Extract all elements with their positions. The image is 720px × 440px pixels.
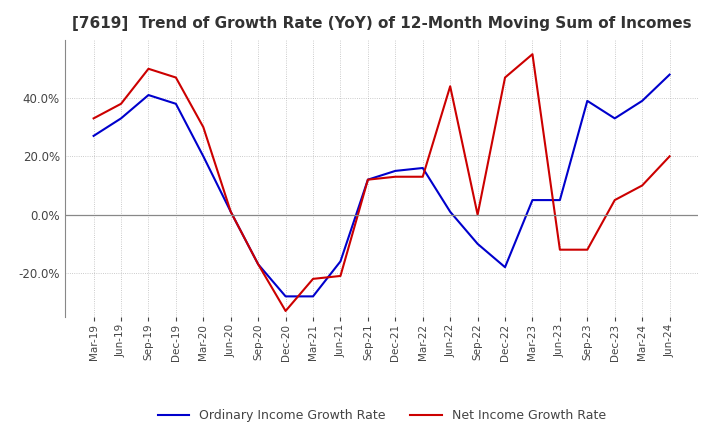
Net Income Growth Rate bbox=[199, 125, 207, 130]
Ordinary Income Growth Rate bbox=[117, 116, 125, 121]
Ordinary Income Growth Rate bbox=[199, 154, 207, 159]
Ordinary Income Growth Rate bbox=[282, 294, 290, 299]
Ordinary Income Growth Rate bbox=[418, 165, 427, 171]
Net Income Growth Rate bbox=[665, 154, 674, 159]
Net Income Growth Rate bbox=[336, 273, 345, 279]
Ordinary Income Growth Rate bbox=[226, 209, 235, 214]
Ordinary Income Growth Rate bbox=[446, 209, 454, 214]
Ordinary Income Growth Rate bbox=[309, 294, 318, 299]
Ordinary Income Growth Rate bbox=[611, 116, 619, 121]
Ordinary Income Growth Rate bbox=[638, 98, 647, 103]
Title: [7619]  Trend of Growth Rate (YoY) of 12-Month Moving Sum of Incomes: [7619] Trend of Growth Rate (YoY) of 12-… bbox=[72, 16, 691, 32]
Ordinary Income Growth Rate bbox=[583, 98, 592, 103]
Net Income Growth Rate bbox=[89, 116, 98, 121]
Ordinary Income Growth Rate bbox=[254, 262, 263, 267]
Ordinary Income Growth Rate bbox=[336, 259, 345, 264]
Net Income Growth Rate bbox=[556, 247, 564, 252]
Ordinary Income Growth Rate bbox=[665, 72, 674, 77]
Net Income Growth Rate bbox=[528, 51, 537, 57]
Net Income Growth Rate bbox=[117, 101, 125, 106]
Net Income Growth Rate bbox=[446, 84, 454, 89]
Net Income Growth Rate bbox=[638, 183, 647, 188]
Ordinary Income Growth Rate bbox=[89, 133, 98, 139]
Net Income Growth Rate bbox=[611, 198, 619, 203]
Ordinary Income Growth Rate bbox=[144, 92, 153, 98]
Net Income Growth Rate bbox=[364, 177, 372, 182]
Net Income Growth Rate bbox=[282, 308, 290, 314]
Net Income Growth Rate bbox=[226, 209, 235, 214]
Net Income Growth Rate bbox=[391, 174, 400, 180]
Net Income Growth Rate bbox=[500, 75, 509, 80]
Ordinary Income Growth Rate bbox=[473, 241, 482, 246]
Net Income Growth Rate bbox=[309, 276, 318, 282]
Net Income Growth Rate bbox=[254, 262, 263, 267]
Net Income Growth Rate bbox=[473, 212, 482, 217]
Ordinary Income Growth Rate bbox=[500, 264, 509, 270]
Net Income Growth Rate bbox=[144, 66, 153, 71]
Ordinary Income Growth Rate bbox=[391, 168, 400, 173]
Ordinary Income Growth Rate bbox=[171, 101, 180, 106]
Ordinary Income Growth Rate bbox=[528, 198, 537, 203]
Legend: Ordinary Income Growth Rate, Net Income Growth Rate: Ordinary Income Growth Rate, Net Income … bbox=[153, 404, 611, 427]
Net Income Growth Rate bbox=[171, 75, 180, 80]
Line: Net Income Growth Rate: Net Income Growth Rate bbox=[94, 54, 670, 311]
Net Income Growth Rate bbox=[418, 174, 427, 180]
Net Income Growth Rate bbox=[583, 247, 592, 252]
Line: Ordinary Income Growth Rate: Ordinary Income Growth Rate bbox=[94, 75, 670, 297]
Ordinary Income Growth Rate bbox=[364, 177, 372, 182]
Ordinary Income Growth Rate bbox=[556, 198, 564, 203]
